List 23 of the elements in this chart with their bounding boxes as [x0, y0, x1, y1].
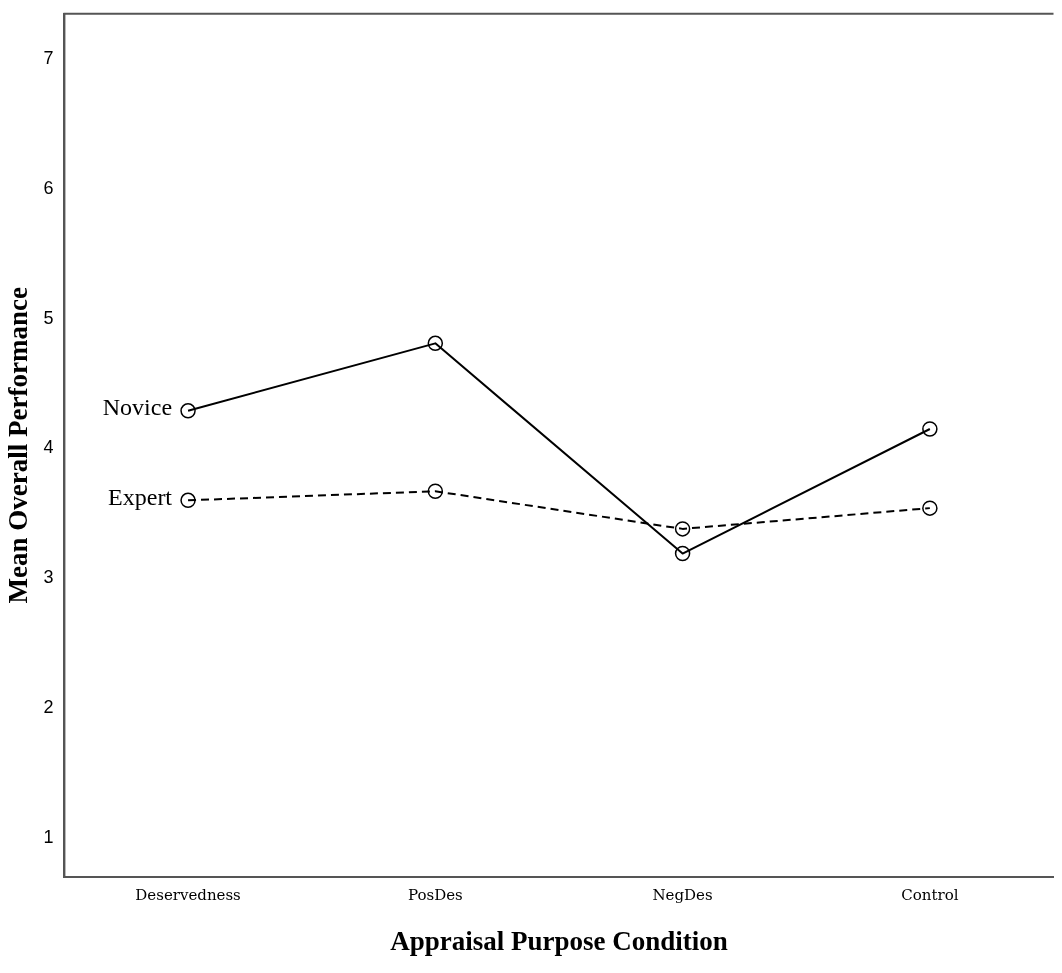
point: [180, 403, 196, 419]
point: [180, 492, 196, 509]
point: [427, 483, 444, 500]
y-tick-label: 4: [43, 437, 54, 458]
y-tick-label: 3: [43, 567, 54, 588]
series-label: Expert: [108, 483, 173, 510]
x-tick-label: Deservedness: [135, 886, 241, 905]
x-tick-label: NegDes: [652, 886, 713, 905]
y-axis-title: Mean Overall Performance: [3, 287, 34, 604]
point: [674, 521, 691, 537]
y-tick-label: 5: [43, 307, 54, 328]
series-label: Novice: [102, 394, 173, 421]
x-tick-label: PosDes: [407, 886, 463, 905]
y-tick-label: 2: [43, 696, 54, 717]
y-tick-label: 6: [43, 177, 54, 198]
point: [674, 545, 691, 562]
point: [427, 335, 444, 352]
x-axis-title: Appraisal Purpose Condition: [390, 925, 728, 956]
point: [922, 500, 938, 516]
point: [922, 421, 938, 437]
y-tick-label: 1: [43, 826, 54, 847]
x-tick-label: Control: [901, 886, 959, 905]
y-tick-label: 7: [43, 48, 54, 69]
